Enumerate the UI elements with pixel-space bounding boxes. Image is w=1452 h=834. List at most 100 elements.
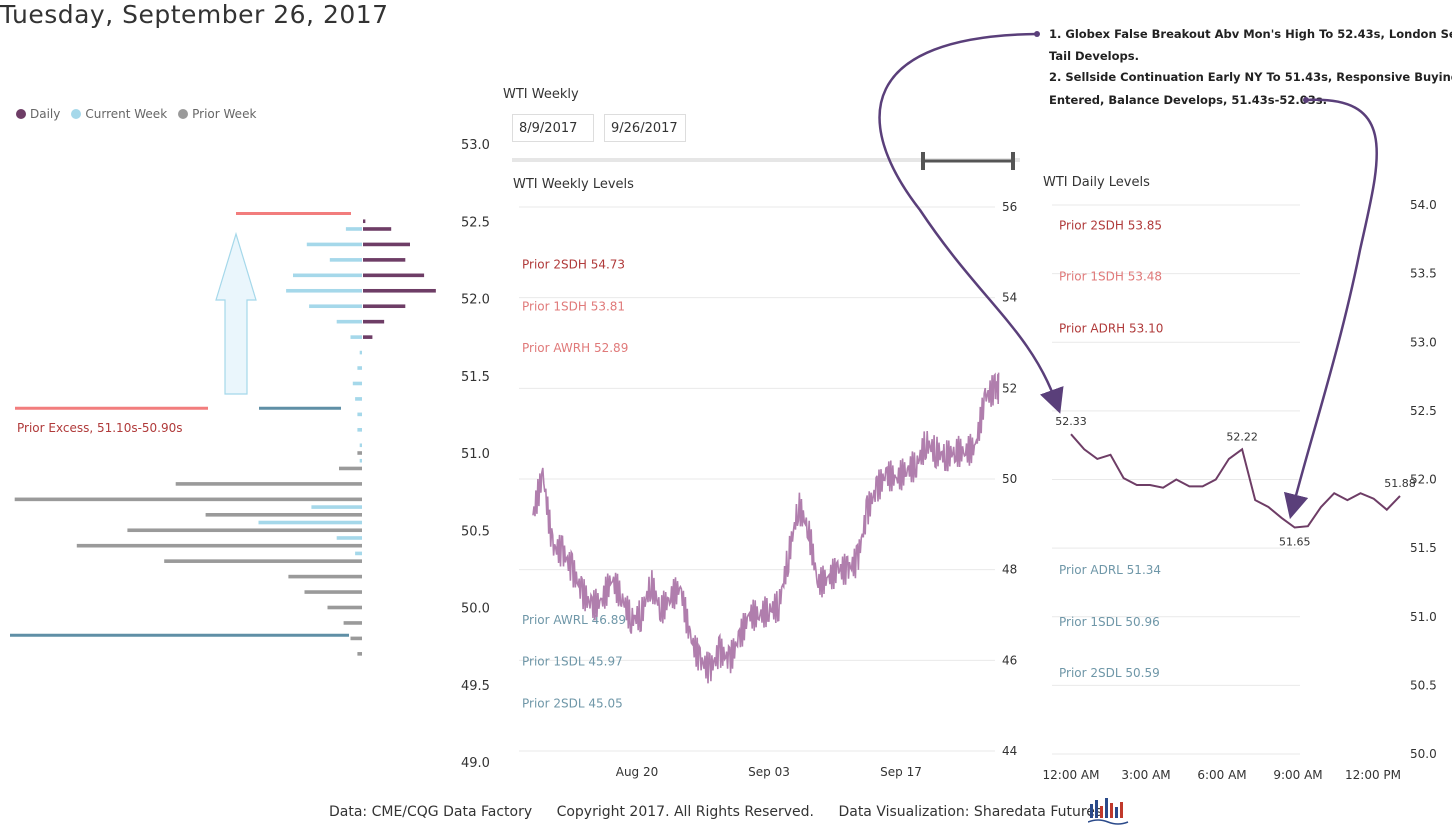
weekly-panel-header: WTI Weekly bbox=[503, 87, 579, 102]
current-week-bar bbox=[355, 397, 362, 401]
date-start-input[interactable]: 8/9/2017 bbox=[512, 114, 594, 142]
legend-dot-prior-week bbox=[178, 109, 189, 119]
current-week-bar bbox=[357, 366, 362, 370]
current-week-bar bbox=[345, 227, 362, 231]
current-week-bar bbox=[352, 381, 362, 386]
x-tick-label: 6:00 AM bbox=[1197, 768, 1246, 782]
y-tick-label: 53.5 bbox=[1410, 267, 1437, 281]
daily-bar bbox=[363, 288, 436, 293]
x-tick-label: 12:00 AM bbox=[1043, 768, 1100, 782]
current-week-bar bbox=[336, 536, 362, 540]
x-tick-label: 3:00 AM bbox=[1121, 768, 1170, 782]
note-line-4: Entered, Balance Develops, 51.43s-52.03s… bbox=[1049, 93, 1327, 107]
prior-week-bar bbox=[357, 652, 362, 656]
legend-label-daily: Daily bbox=[30, 107, 61, 121]
level-label: Prior 2SDH 53.85 bbox=[1059, 219, 1162, 233]
y-tick-label: 51.0 bbox=[1410, 610, 1437, 624]
prior-week-bar bbox=[343, 621, 362, 625]
legend-label-current-week: Current Week bbox=[85, 107, 168, 121]
level-label: Prior AWRH 52.89 bbox=[522, 341, 628, 355]
data-point-label: 52.33 bbox=[1055, 415, 1087, 428]
x-tick-label: Aug 20 bbox=[616, 765, 659, 779]
y-tick-label: 56 bbox=[1002, 200, 1017, 214]
y-tick-label: 53.0 bbox=[1410, 335, 1437, 349]
y-tick-label: 54.0 bbox=[1410, 198, 1437, 212]
y-tick-label: 50.5 bbox=[1410, 678, 1437, 692]
current-week-bar bbox=[293, 273, 362, 278]
prior-week-bar bbox=[14, 497, 362, 502]
data-point-label: 52.22 bbox=[1226, 430, 1258, 443]
daily-bar bbox=[363, 273, 425, 278]
prior-week-bar bbox=[127, 528, 363, 533]
weekly-levels-chart: 44 46 48 50 52 54 56 Prior 2SDH 54.73 Prior 1SDH… bbox=[519, 200, 1017, 779]
footer-credit: Data Visualization: Sharedata Futures bbox=[838, 804, 1103, 820]
y-tick-label: 52.0 bbox=[1410, 473, 1437, 487]
current-week-bar bbox=[329, 258, 362, 262]
level-label: Prior 2SDL 50.59 bbox=[1059, 666, 1160, 680]
current-week-bar bbox=[359, 458, 362, 463]
date-end-input[interactable]: 9/26/2017 bbox=[604, 114, 686, 142]
legend-item-prior-week[interactable]: Prior Week bbox=[178, 107, 256, 121]
date-range-slider[interactable] bbox=[505, 150, 1025, 174]
profile-axis-tick: 52.5 bbox=[461, 215, 490, 230]
profile-axis-tick: 49.0 bbox=[461, 756, 490, 771]
note-line-2: Tail Develops. bbox=[1049, 49, 1139, 63]
sharedata-logo bbox=[1088, 798, 1129, 825]
footer: Data: CME/CQG Data Factory Copyright 201… bbox=[329, 804, 1122, 820]
legend-dot-current-week bbox=[71, 109, 82, 119]
profile-axis-tick: 52.0 bbox=[461, 293, 490, 308]
x-tick-label: Sep 17 bbox=[880, 765, 922, 779]
daily-levels-chart: 50.0 50.5 51.0 51.5 52.0 52.5 53.0 53.5 54.0 Prio… bbox=[1043, 198, 1437, 782]
note-line-3: 2. Sellside Continuation Early NY To 51.… bbox=[1049, 70, 1452, 84]
prior-week-bar bbox=[357, 451, 362, 455]
current-week-bar bbox=[336, 319, 362, 324]
profile-axis-tick: 53.0 bbox=[461, 138, 490, 153]
y-tick-label: 48 bbox=[1002, 563, 1017, 577]
note-line-1: 1. Globex False Breakout Abv Mon's High … bbox=[1049, 27, 1452, 41]
slider-track bbox=[512, 158, 1020, 162]
level-label: Prior ADRH 53.10 bbox=[1059, 322, 1163, 336]
y-tick-label: 46 bbox=[1002, 653, 1017, 667]
y-tick-label: 50 bbox=[1002, 472, 1017, 486]
current-week-bar bbox=[306, 242, 362, 247]
footer-copyright: Copyright 2017. All Rights Reserved. bbox=[556, 804, 814, 820]
y-tick-label: 54 bbox=[1002, 291, 1017, 305]
market-profile-chart: 53.0 52.5 52.0 51.5 51.0 50.5 50.0 49.5 49.0 Prio… bbox=[10, 138, 490, 771]
level-label: Prior 2SDL 45.05 bbox=[522, 696, 623, 710]
daily-price-line bbox=[1070, 433, 1401, 529]
daily-bar bbox=[363, 227, 392, 231]
legend: Daily Current Week Prior Week bbox=[16, 107, 262, 121]
daily-bar bbox=[363, 219, 366, 224]
daily-bar bbox=[363, 242, 410, 247]
legend-item-current-week[interactable]: Current Week bbox=[71, 107, 167, 121]
y-tick-label: 51.5 bbox=[1410, 541, 1437, 555]
weekly-chart-title: WTI Weekly Levels bbox=[513, 177, 634, 192]
current-week-bar bbox=[350, 335, 362, 339]
daily-chart-title: WTI Daily Levels bbox=[1043, 175, 1150, 190]
y-tick-label: 50.0 bbox=[1410, 747, 1437, 761]
current-week-bar bbox=[311, 505, 362, 509]
profile-axis-tick: 49.5 bbox=[461, 679, 490, 694]
legend-item-daily[interactable]: Daily bbox=[16, 107, 60, 121]
prior-week-bar bbox=[350, 636, 362, 641]
x-tick-label: Sep 03 bbox=[748, 765, 790, 779]
profile-axis-tick: 50.5 bbox=[461, 524, 490, 539]
prior-week-bar bbox=[205, 513, 362, 517]
profile-axis-tick: 50.0 bbox=[461, 602, 490, 617]
prior-week-bar bbox=[76, 543, 363, 548]
current-week-bar bbox=[359, 350, 362, 355]
prior-week-bar bbox=[164, 559, 362, 563]
profile-axis-tick: 51.0 bbox=[461, 447, 490, 462]
y-tick-label: 52 bbox=[1002, 381, 1017, 395]
current-week-bar bbox=[357, 428, 362, 432]
daily-bar bbox=[363, 319, 385, 324]
daily-bar bbox=[363, 258, 406, 262]
data-point-label: 51.88 bbox=[1384, 477, 1416, 490]
level-label: Prior ADRL 51.34 bbox=[1059, 563, 1161, 577]
legend-dot-daily bbox=[16, 109, 26, 119]
footer-source: Data: CME/CQG Data Factory bbox=[329, 804, 533, 820]
x-tick-label: 9:00 AM bbox=[1273, 768, 1322, 782]
current-week-bar bbox=[357, 412, 362, 417]
daily-bar bbox=[363, 335, 373, 339]
level-label: Prior 1SDL 50.96 bbox=[1059, 615, 1160, 629]
